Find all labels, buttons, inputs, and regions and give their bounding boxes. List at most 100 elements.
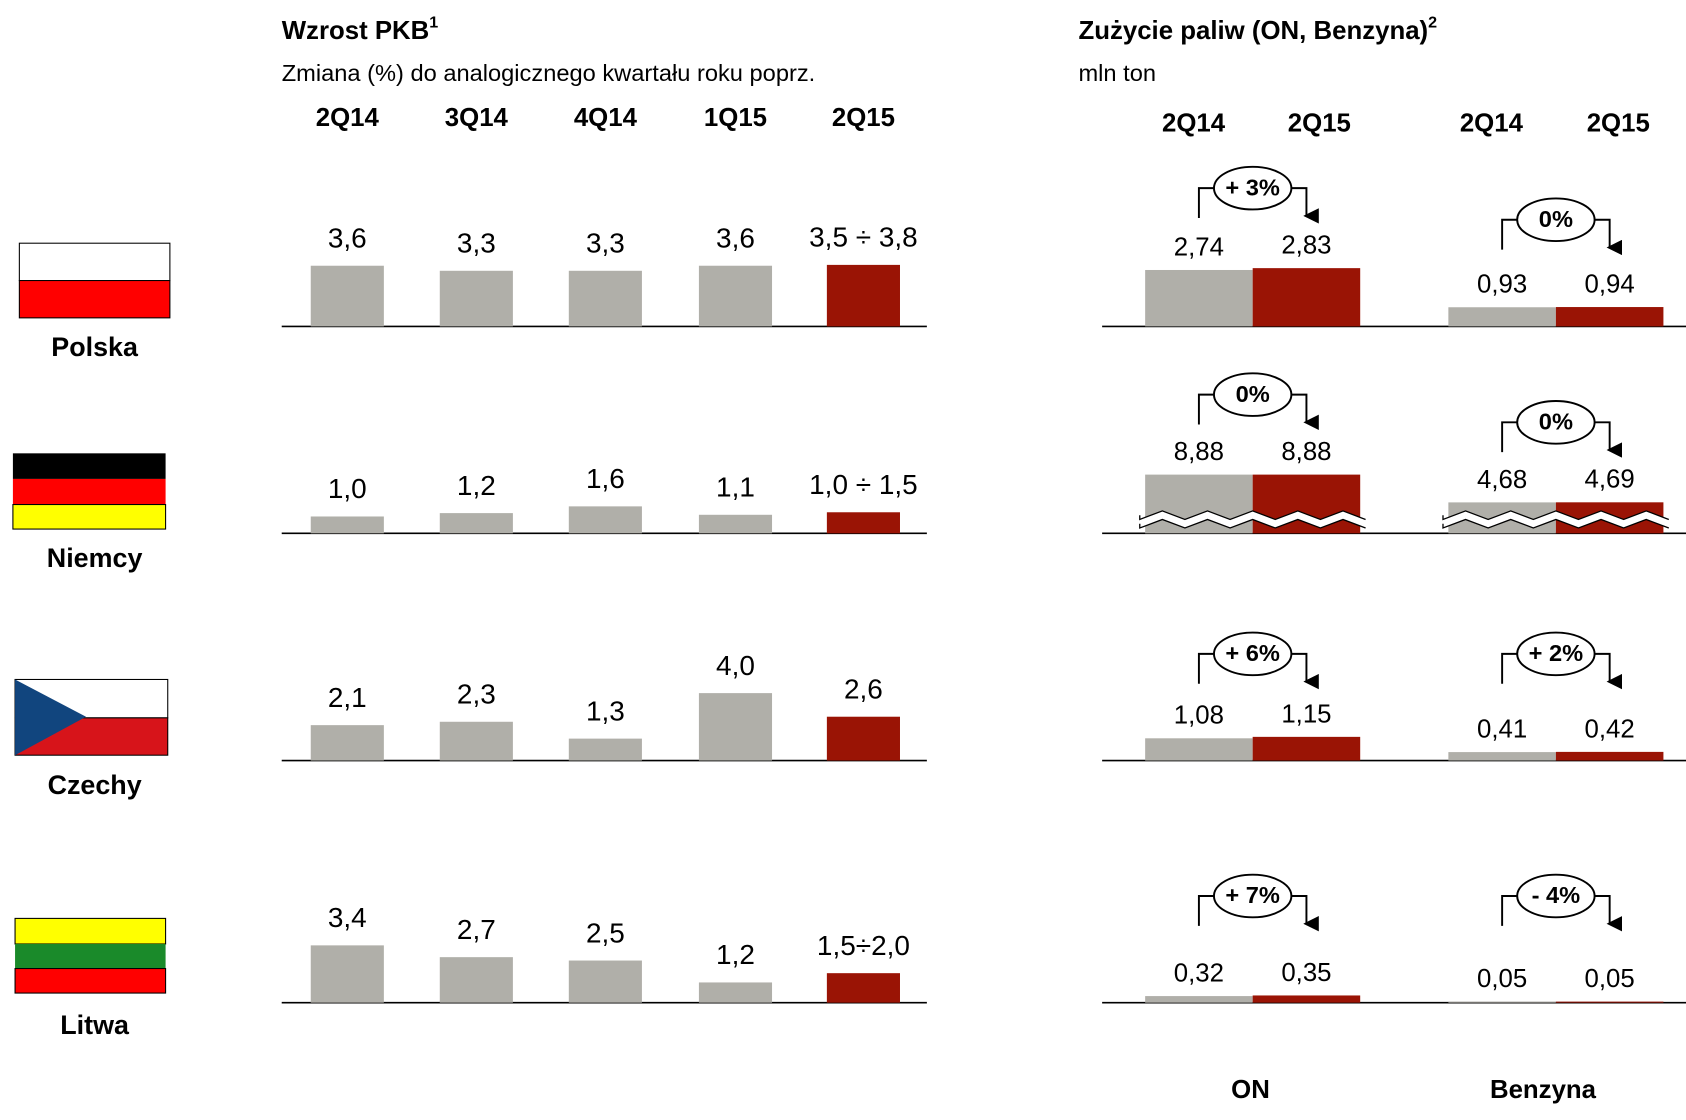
country-name: Czechy bbox=[48, 770, 142, 800]
quarter-header: 1Q15 bbox=[704, 104, 767, 132]
gdp-value-label: 1,2 bbox=[457, 470, 496, 501]
fuel-value-label: 1,08 bbox=[1174, 702, 1224, 730]
gdp-value-label: 3,3 bbox=[457, 228, 496, 259]
gdp-value-label: 1,6 bbox=[586, 463, 625, 494]
change-label: + 2% bbox=[1529, 640, 1584, 666]
period-header: 2Q14 bbox=[1162, 110, 1226, 138]
change-bracket bbox=[1197, 652, 1214, 684]
fuel-value-label: 0,32 bbox=[1174, 960, 1224, 988]
change-bubble bbox=[1516, 873, 1596, 919]
fuel-value-label: 2,83 bbox=[1281, 232, 1331, 260]
gdp-value-label: 1,0 ÷ 1,5 bbox=[809, 469, 918, 500]
gdp-title: Wzrost PKB1 bbox=[282, 14, 439, 45]
fuel-bar bbox=[1252, 736, 1361, 761]
quarter-header: 3Q14 bbox=[445, 104, 509, 132]
fuel-value-label: 1,15 bbox=[1281, 700, 1331, 728]
gdp-value-label: 1,0 bbox=[328, 473, 367, 504]
change-bracket bbox=[1291, 393, 1319, 431]
gdp-bar bbox=[439, 721, 513, 761]
fuel-bar bbox=[1448, 752, 1556, 761]
gdp-bar bbox=[698, 693, 773, 761]
gdp-value-label: 2,1 bbox=[328, 682, 367, 713]
axis-break bbox=[1139, 518, 1366, 529]
fuel-value-label: 0,41 bbox=[1477, 716, 1527, 744]
axis-break bbox=[1442, 518, 1670, 529]
gdp-bar bbox=[310, 516, 384, 534]
gdp-bar bbox=[310, 265, 384, 327]
group-label: ON bbox=[1231, 1076, 1270, 1104]
axis-break bbox=[1438, 510, 1671, 530]
change-bracket bbox=[1197, 393, 1214, 425]
change-label: - 4% bbox=[1532, 882, 1581, 908]
gdp-value-label: 3,5 ÷ 3,8 bbox=[809, 222, 918, 253]
fuel-value-label: 0,93 bbox=[1477, 271, 1527, 299]
gdp-subtitle: Zmiana (%) do analogicznego kwartału rok… bbox=[282, 60, 816, 86]
fuel-bar bbox=[1448, 307, 1556, 327]
period-header: 2Q15 bbox=[1587, 110, 1650, 138]
quarter-header: 2Q15 bbox=[832, 104, 895, 132]
gdp-bar bbox=[698, 514, 773, 534]
change-bracket bbox=[1594, 895, 1623, 932]
country-name: Polska bbox=[51, 332, 139, 362]
fuel-value-label: 0,42 bbox=[1585, 715, 1635, 743]
gdp-bar bbox=[826, 264, 900, 327]
gdp-bar bbox=[310, 725, 384, 761]
change-bracket bbox=[1594, 218, 1623, 256]
gdp-value-label: 2,7 bbox=[457, 914, 496, 945]
change-bracket bbox=[1291, 187, 1319, 224]
gdp-bar bbox=[698, 982, 773, 1003]
change-bubble bbox=[1516, 197, 1596, 243]
gdp-bar bbox=[826, 973, 900, 1003]
gdp-bar bbox=[826, 512, 900, 534]
fuel-bar bbox=[1448, 1001, 1556, 1003]
fuel-value-label: 0,05 bbox=[1477, 965, 1527, 993]
change-bracket bbox=[1501, 895, 1518, 926]
change-bubble bbox=[1516, 400, 1596, 445]
fuel-bar bbox=[1555, 307, 1664, 327]
gdp-value-label: 3,4 bbox=[328, 902, 367, 933]
change-bracket bbox=[1501, 652, 1518, 684]
change-bracket bbox=[1291, 895, 1319, 932]
gdp-bar bbox=[568, 738, 642, 761]
fuel-bar bbox=[1145, 738, 1253, 761]
change-bracket bbox=[1197, 895, 1214, 926]
fuel-bar bbox=[1555, 1001, 1664, 1003]
gdp-bar bbox=[698, 265, 773, 327]
fuel-value-label: 0,35 bbox=[1281, 959, 1331, 987]
fuel-bar bbox=[1252, 268, 1361, 327]
gdp-value-label: 3,6 bbox=[328, 223, 367, 254]
change-bracket bbox=[1197, 187, 1214, 219]
country-name: Niemcy bbox=[47, 543, 143, 573]
fuel-bar bbox=[1555, 751, 1664, 761]
gdp-value-label: 3,6 bbox=[716, 223, 755, 254]
gdp-bar bbox=[439, 957, 513, 1003]
change-bracket bbox=[1291, 652, 1319, 690]
change-bracket bbox=[1501, 218, 1518, 250]
change-label: 0% bbox=[1539, 206, 1573, 232]
fuel-title: Zużycie paliw (ON, Benzyna)2 bbox=[1078, 14, 1437, 45]
flag-pl bbox=[18, 242, 171, 319]
flag-cz bbox=[14, 678, 169, 756]
gdp-bar bbox=[439, 513, 513, 534]
flag-de bbox=[12, 453, 167, 530]
fuel-value-label: 0,05 bbox=[1585, 965, 1635, 993]
quarter-header: 2Q14 bbox=[316, 104, 380, 132]
gdp-value-label: 1,5÷2,0 bbox=[817, 930, 910, 961]
gdp-value-label: 2,6 bbox=[844, 674, 883, 705]
change-bubble bbox=[1516, 631, 1596, 677]
country-name: Litwa bbox=[60, 1010, 130, 1040]
change-bubble bbox=[1212, 165, 1293, 211]
fuel-value-label: 8,88 bbox=[1174, 438, 1224, 466]
gdp-bar bbox=[826, 716, 900, 761]
change-label: + 6% bbox=[1225, 640, 1280, 666]
change-label: + 7% bbox=[1225, 882, 1280, 908]
gdp-value-label: 2,5 bbox=[586, 917, 625, 948]
change-bubble bbox=[1212, 873, 1293, 919]
gdp-bar bbox=[310, 945, 384, 1003]
gdp-value-label: 3,3 bbox=[586, 228, 625, 259]
change-bubble bbox=[1212, 372, 1293, 417]
period-header: 2Q14 bbox=[1460, 110, 1524, 138]
fuel-bar bbox=[1145, 269, 1253, 327]
fuel-value-label: 8,88 bbox=[1281, 438, 1331, 466]
